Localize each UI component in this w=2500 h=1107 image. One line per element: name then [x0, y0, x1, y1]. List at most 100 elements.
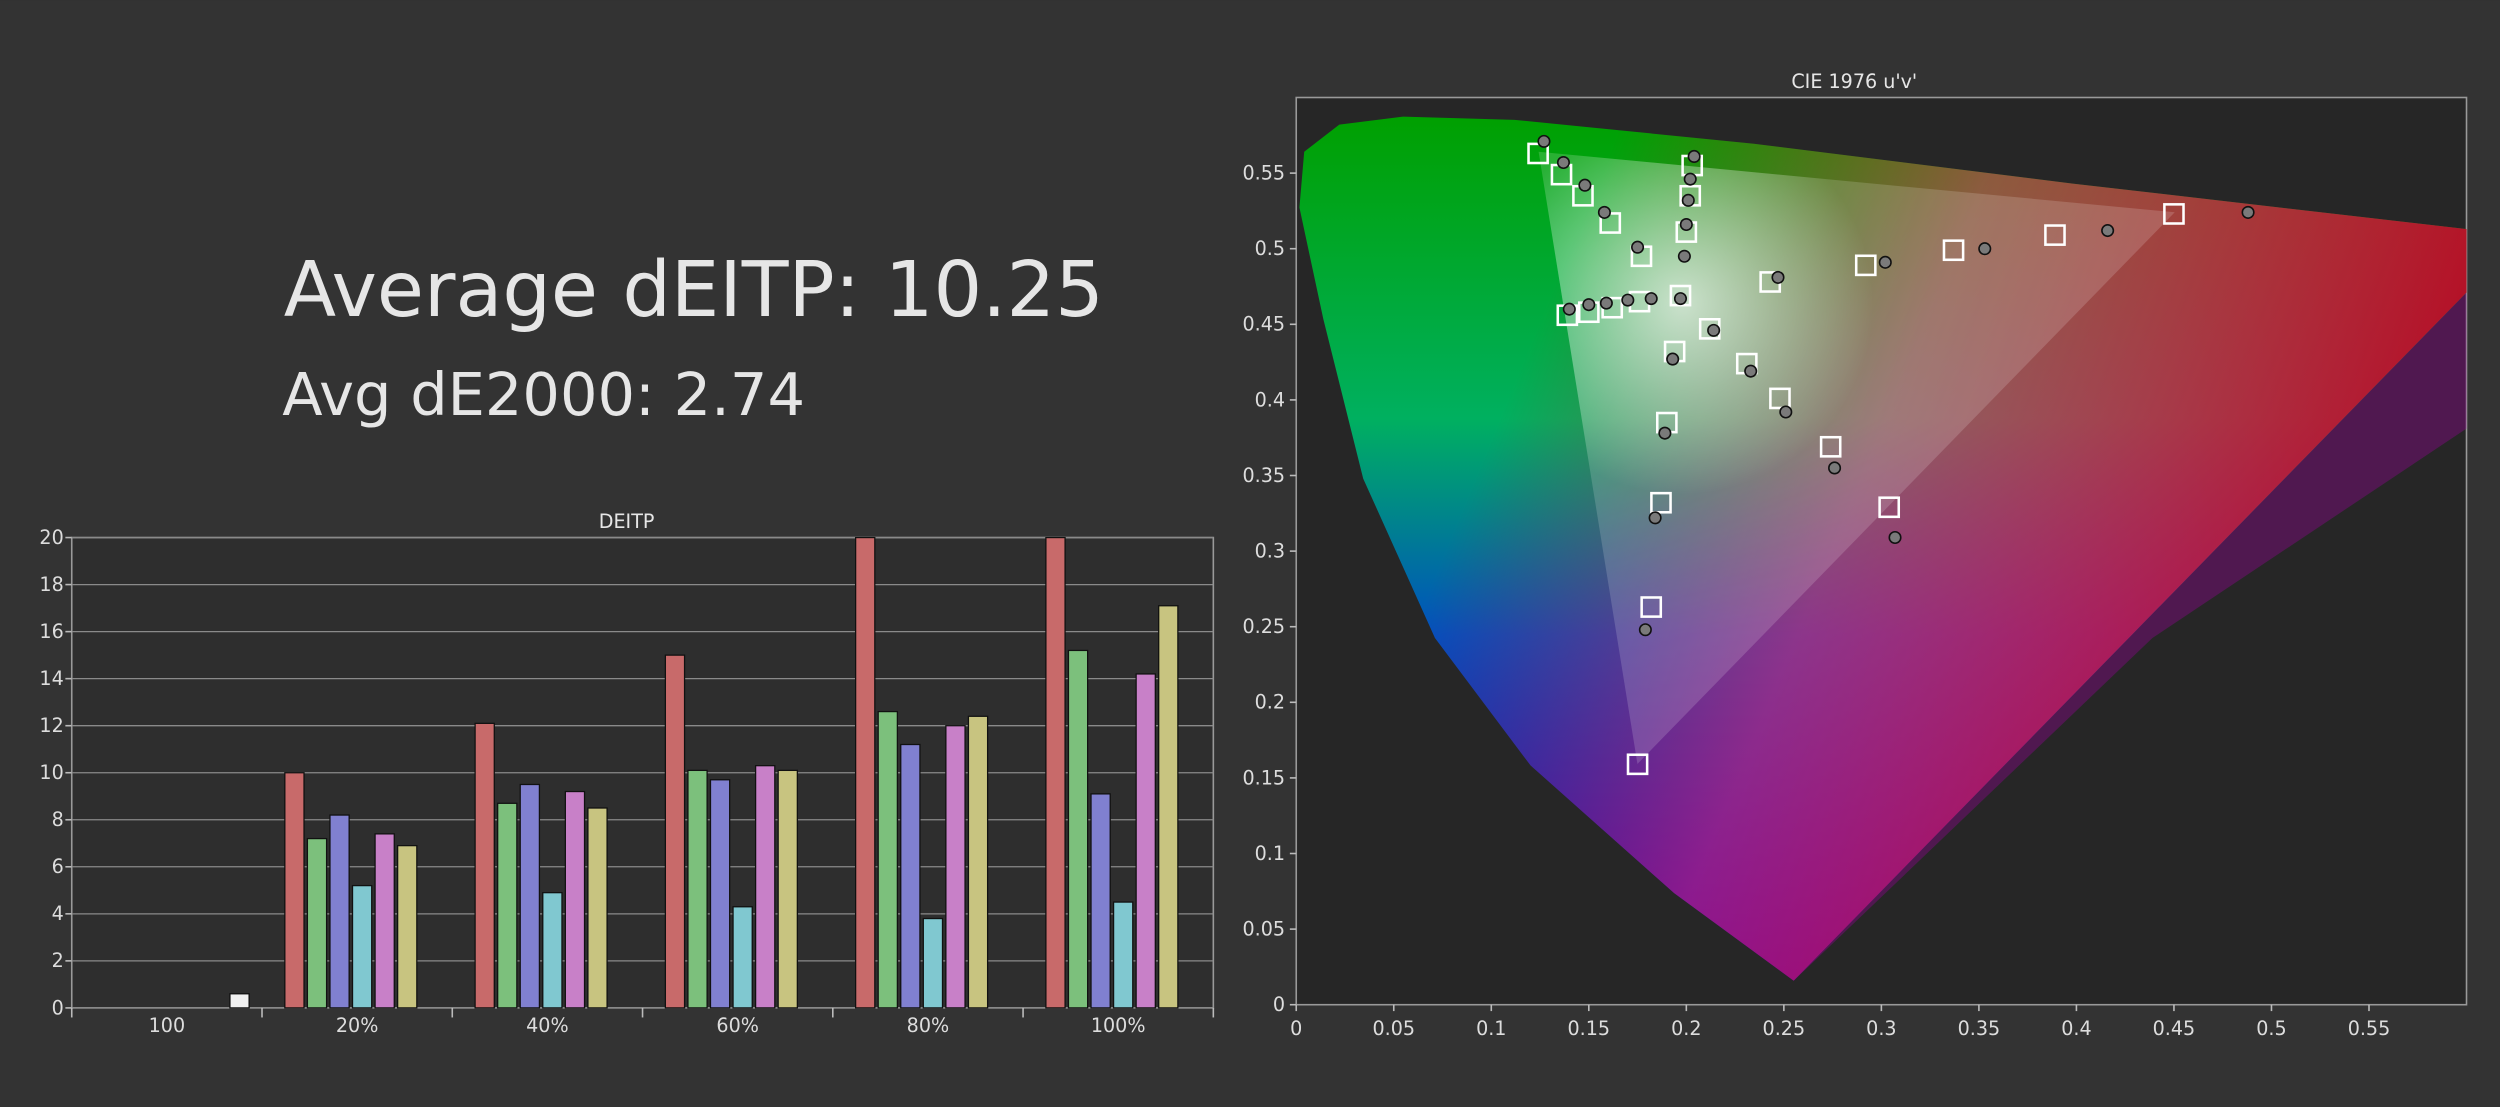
y-tick-label: 20 [39, 526, 63, 549]
measured-point [1597, 205, 1611, 219]
locus-purple-overlay [1793, 292, 2467, 981]
y-tick-label: 0.2 [1255, 691, 1285, 714]
bar [687, 769, 708, 1009]
y-tick-label: 16 [39, 620, 63, 643]
measured-point [1828, 461, 1842, 475]
target-point [1669, 284, 1692, 307]
y-tick-label: 0 [52, 996, 64, 1019]
x-tick-label: 0.35 [1958, 1017, 2001, 1040]
headline-2: Avg dE2000: 2.74 [282, 360, 805, 429]
bar [900, 743, 921, 1009]
y-tick-label: 14 [39, 667, 63, 690]
headline-value: 10.25 [885, 246, 1104, 335]
measured-point [1562, 302, 1576, 316]
bar [877, 710, 899, 1009]
bar [709, 779, 731, 1009]
bar [542, 892, 563, 1009]
x-tick-label: 80% [907, 1014, 950, 1037]
measured-point [1888, 530, 1902, 545]
target-point [1650, 491, 1672, 514]
bar [754, 765, 776, 1009]
bar [1045, 536, 1066, 1009]
measured-point [1556, 155, 1570, 170]
bar [329, 814, 350, 1009]
y-tick-label: 0.5 [1255, 237, 1285, 260]
y-tick-label: 2 [52, 949, 64, 972]
bar [945, 725, 966, 1009]
y-tick-label: 8 [52, 808, 64, 831]
target-point [1878, 496, 1901, 519]
cie-chart-title: CIE 1976 u'v' [1791, 70, 1917, 93]
measured-point [1638, 623, 1652, 637]
bar [854, 536, 876, 1009]
bar [397, 844, 418, 1009]
measured-point [1631, 240, 1645, 254]
y-tick-label: 6 [52, 855, 64, 878]
target-point [2163, 203, 2185, 225]
measured-point [1578, 178, 1592, 192]
y-tick-label: 0.1 [1255, 842, 1285, 865]
target-point [1640, 596, 1663, 618]
bar [664, 654, 686, 1009]
target-point [1769, 387, 1791, 410]
x-tick-label: 0.45 [2153, 1017, 2196, 1040]
bar [306, 837, 328, 1009]
x-tick-label: 0.25 [1763, 1017, 1806, 1040]
x-tick-label: 100% [1091, 1014, 1146, 1037]
measured-point [1744, 364, 1758, 378]
bar [587, 807, 608, 1009]
x-tick-label: 0.15 [1568, 1017, 1611, 1040]
measured-point [2101, 224, 2115, 238]
headline-value: 2.74 [674, 360, 805, 429]
y-tick-label: 0.4 [1255, 388, 1285, 411]
bar-chart-title: DEITP [599, 510, 655, 533]
x-tick-label: 60% [716, 1014, 759, 1037]
target-point [2044, 224, 2066, 246]
measured-point [1677, 249, 1691, 263]
y-tick-label: 0.45 [1242, 313, 1285, 336]
bar [229, 993, 250, 1009]
y-tick-label: 4 [52, 902, 64, 925]
y-tick-label: 0.55 [1242, 161, 1285, 184]
measured-point [1679, 217, 1693, 232]
bar [1067, 649, 1089, 1009]
bar [777, 769, 798, 1009]
y-tick-label: 0.25 [1242, 615, 1285, 638]
y-tick-label: 12 [39, 714, 63, 737]
headline-1: Average dEITP: 10.25 [284, 246, 1104, 335]
measured-point [1771, 270, 1785, 284]
x-tick-label: 20% [336, 1014, 379, 1037]
bar [284, 772, 305, 1009]
y-tick-label: 0.05 [1242, 917, 1285, 940]
y-tick-label: 0.35 [1242, 464, 1285, 487]
measured-point [1707, 323, 1721, 337]
x-tick-label: 0.55 [2348, 1017, 2391, 1040]
measured-point [2241, 205, 2255, 219]
headline-label: Average dEITP: [284, 246, 861, 335]
measured-point [1644, 292, 1658, 306]
measured-point [1621, 293, 1635, 307]
white-point-glow [1538, 151, 2175, 764]
y-tick-label: 10 [39, 761, 63, 784]
target-point [1942, 239, 1965, 262]
bar [1090, 793, 1111, 1009]
target-point [1819, 435, 1842, 458]
measured-point [1978, 242, 1992, 256]
bar [564, 790, 586, 1009]
x-tick-label: 0.05 [1372, 1017, 1415, 1040]
bar [374, 833, 395, 1009]
measured-point [1582, 298, 1596, 312]
x-tick-label: 0.1 [1476, 1017, 1506, 1040]
x-tick-label: 40% [526, 1014, 569, 1037]
bar [1135, 673, 1156, 1009]
measured-point [1666, 352, 1680, 366]
bar [922, 917, 944, 1009]
measured-point [1779, 405, 1793, 419]
measured-point [1687, 149, 1701, 164]
target-point [1854, 254, 1877, 277]
y-tick-label: 18 [39, 573, 63, 596]
bar [732, 906, 753, 1009]
measured-point [1681, 193, 1695, 207]
bar [1112, 901, 1134, 1009]
